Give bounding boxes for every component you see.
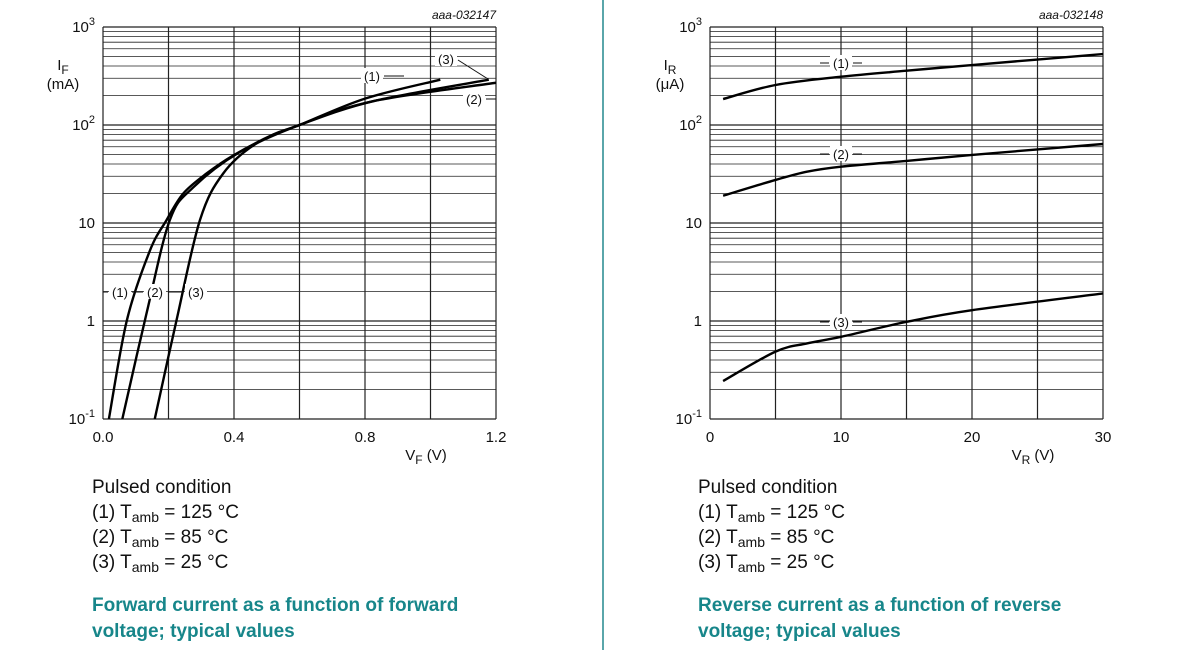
series-curve-2 bbox=[121, 81, 496, 419]
y-tick-label: 10 bbox=[78, 215, 95, 232]
caption-line: Reverse current as a function of reverse bbox=[698, 595, 1062, 616]
label-background bbox=[830, 314, 852, 329]
x-tick-label: 1.2 bbox=[486, 429, 507, 446]
label-background bbox=[435, 51, 457, 66]
y-axis-unit: (mA) bbox=[47, 76, 80, 93]
series-label: (2) bbox=[466, 92, 482, 107]
series-curve-2 bbox=[722, 142, 1103, 197]
y-axis-unit: (μA) bbox=[656, 76, 685, 93]
label-background bbox=[830, 55, 852, 70]
label-background bbox=[144, 284, 166, 299]
series-label: (1) bbox=[364, 69, 380, 84]
chart-2: 0 10 20 30 10-1 1 10 102 103 aaa-032148 IR(μA) VR (… bbox=[656, 8, 1112, 467]
series-label: (2) bbox=[147, 285, 163, 300]
legend-heading: Pulsed condition bbox=[92, 477, 232, 498]
x-axis-label: VF (V) bbox=[405, 447, 447, 467]
caption-line: voltage; typical values bbox=[92, 621, 295, 642]
figure-id-label: aaa-032148 bbox=[1039, 8, 1103, 22]
y-tick-label: 10-1 bbox=[676, 408, 702, 428]
x-tick-label: 0.0 bbox=[93, 429, 114, 446]
legend-line: (2) Tamb = 85 °C bbox=[698, 527, 835, 550]
y-tick-label: 10 bbox=[685, 215, 702, 232]
y-tick-label: 1 bbox=[87, 313, 95, 330]
label-background bbox=[361, 68, 383, 83]
caption-reverse: Reverse current as a function of reverse… bbox=[698, 593, 1061, 645]
y-tick-label: 1 bbox=[694, 313, 702, 330]
y-tick-label: 102 bbox=[679, 114, 702, 134]
caption-line: voltage; typical values bbox=[698, 621, 901, 642]
series-label: (1) bbox=[833, 56, 849, 71]
caption-line: Forward current as a function of forward bbox=[92, 595, 459, 616]
legend-line: (2) Tamb = 85 °C bbox=[92, 527, 229, 550]
series-curve-3 bbox=[722, 292, 1103, 383]
panel-divider bbox=[602, 0, 604, 650]
label-background bbox=[185, 284, 207, 299]
x-tick-label: 0 bbox=[706, 429, 714, 446]
series-label: (3) bbox=[833, 315, 849, 330]
label-background bbox=[109, 284, 131, 299]
legend-line: (1) Tamb = 125 °C bbox=[698, 502, 845, 525]
label-background bbox=[463, 91, 485, 106]
x-tick-label: 30 bbox=[1095, 429, 1112, 446]
caption-forward: Forward current as a function of forward… bbox=[92, 593, 458, 645]
label-background bbox=[830, 146, 852, 161]
y-tick-label: 10-1 bbox=[69, 408, 95, 428]
x-tick-label: 20 bbox=[964, 429, 981, 446]
y-axis-label: IR bbox=[664, 57, 677, 77]
series-label: (1) bbox=[112, 285, 128, 300]
legend-line: (3) Tamb = 25 °C bbox=[92, 552, 229, 575]
x-axis-label: VR (V) bbox=[1012, 447, 1055, 467]
y-tick-label: 103 bbox=[679, 16, 702, 36]
figure-id-label: aaa-032147 bbox=[432, 8, 497, 22]
legend-line: (3) Tamb = 25 °C bbox=[698, 552, 835, 575]
y-axis-label: IF bbox=[57, 57, 69, 77]
series-label: (3) bbox=[188, 285, 204, 300]
series-curve-3 bbox=[153, 78, 490, 419]
series-curve-1 bbox=[722, 52, 1103, 101]
x-tick-label: 0.4 bbox=[224, 429, 245, 446]
legend-line: (1) Tamb = 125 °C bbox=[92, 502, 239, 525]
y-tick-label: 103 bbox=[72, 16, 95, 36]
legend-reverse: Pulsed condition (1) Tamb = 125 °C (2) T… bbox=[698, 475, 845, 575]
legend-forward: Pulsed condition (1) Tamb = 125 °C (2) T… bbox=[92, 475, 239, 575]
series-curve-1 bbox=[107, 78, 441, 419]
chart-1: 0.0 0.4 0.8 1.2 10-1 1 10 102 103 aaa-032147 IF(mA… bbox=[47, 8, 507, 467]
legend-heading: Pulsed condition bbox=[698, 477, 838, 498]
x-tick-label: 0.8 bbox=[355, 429, 376, 446]
y-tick-label: 102 bbox=[72, 114, 95, 134]
label-leader-line bbox=[457, 59, 489, 80]
x-tick-label: 10 bbox=[833, 429, 850, 446]
series-label: (2) bbox=[833, 147, 849, 162]
series-label: (3) bbox=[438, 52, 454, 67]
